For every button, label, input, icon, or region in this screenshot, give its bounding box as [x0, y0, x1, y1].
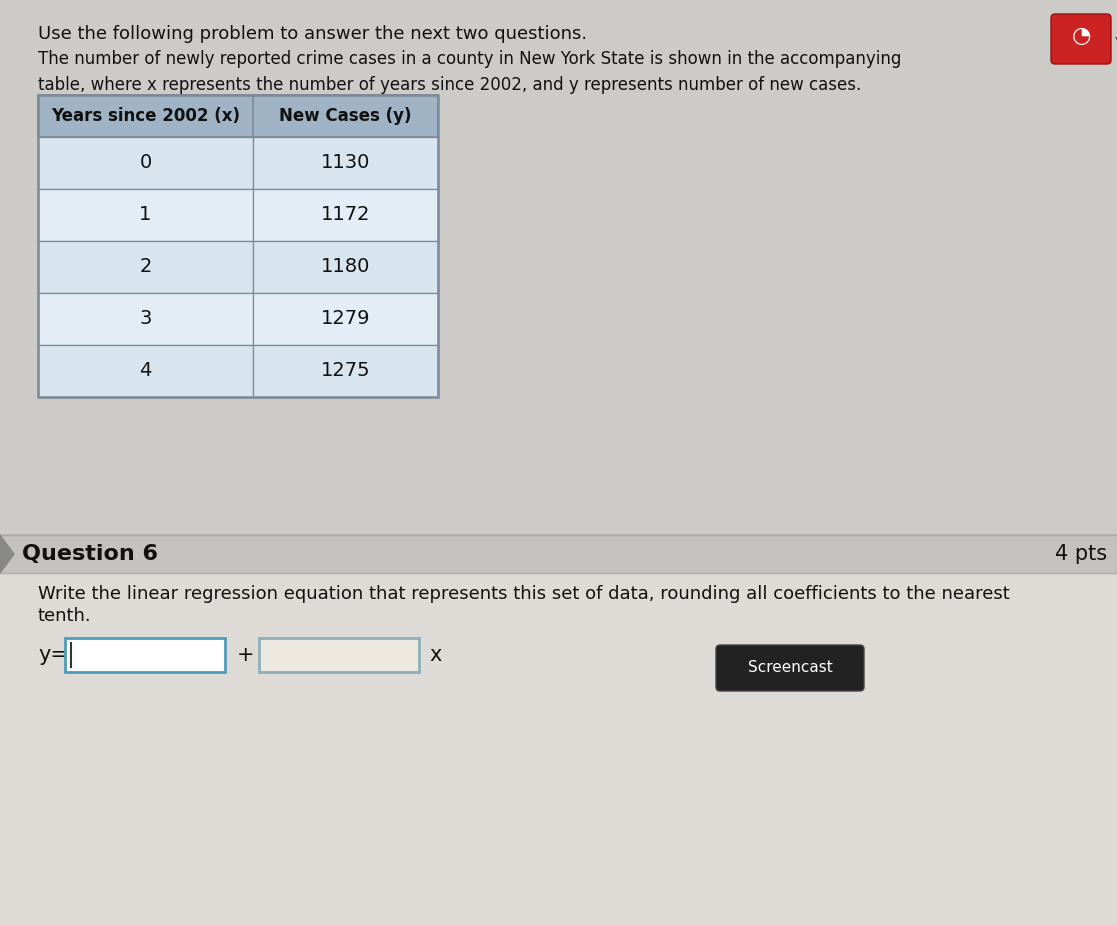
Bar — [38, 95, 438, 137]
Bar — [0, 0, 1117, 535]
Text: +: + — [237, 645, 255, 665]
Text: Years since 2002 (x): Years since 2002 (x) — [51, 107, 240, 125]
Text: 1172: 1172 — [321, 205, 370, 225]
Bar — [0, 535, 1117, 573]
Text: Use the following problem to answer the next two questions.: Use the following problem to answer the … — [38, 25, 588, 43]
Bar — [38, 95, 438, 397]
Polygon shape — [0, 535, 15, 573]
Text: 4: 4 — [140, 362, 152, 380]
Bar — [259, 638, 419, 672]
Bar — [38, 137, 252, 189]
Bar — [38, 293, 252, 345]
Bar — [252, 137, 438, 189]
Bar — [252, 241, 438, 293]
Bar — [0, 535, 1117, 925]
Text: ▾: ▾ — [1115, 32, 1117, 46]
Bar — [252, 293, 438, 345]
Text: 4 pts: 4 pts — [1054, 544, 1107, 564]
Text: 1: 1 — [140, 205, 152, 225]
Text: tenth.: tenth. — [38, 607, 92, 625]
Bar — [38, 345, 252, 397]
Text: 2: 2 — [140, 257, 152, 277]
Text: 1275: 1275 — [321, 362, 371, 380]
FancyBboxPatch shape — [1051, 14, 1111, 64]
Bar — [38, 241, 252, 293]
Bar — [252, 189, 438, 241]
Text: 3: 3 — [140, 310, 152, 328]
Text: 1180: 1180 — [321, 257, 370, 277]
Bar — [38, 189, 252, 241]
Bar — [252, 345, 438, 397]
Text: 0: 0 — [140, 154, 152, 172]
Text: y=: y= — [38, 645, 68, 665]
Text: The number of newly reported crime cases in a county in New York State is shown : The number of newly reported crime cases… — [38, 50, 901, 93]
Bar — [65, 638, 225, 672]
Text: Screencast: Screencast — [747, 660, 832, 675]
Text: 1279: 1279 — [321, 310, 370, 328]
FancyBboxPatch shape — [716, 645, 865, 691]
Text: Write the linear regression equation that represents this set of data, rounding : Write the linear regression equation tha… — [38, 585, 1010, 603]
Text: ◔: ◔ — [1071, 26, 1090, 46]
Text: New Cases (y): New Cases (y) — [279, 107, 412, 125]
Text: x: x — [429, 645, 441, 665]
Text: Question 6: Question 6 — [22, 544, 157, 564]
Text: 1130: 1130 — [321, 154, 370, 172]
